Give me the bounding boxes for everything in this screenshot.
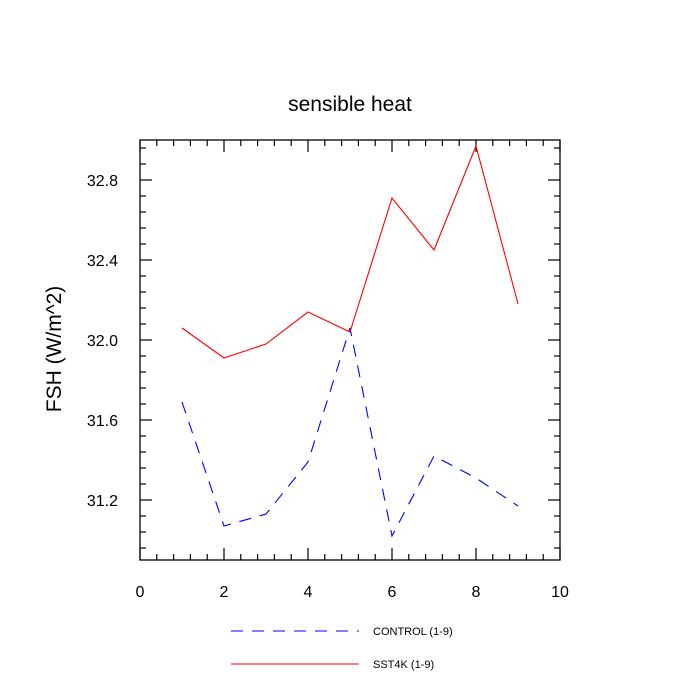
chart-title: sensible heat [288, 93, 412, 116]
x-tick-label: 10 [551, 584, 569, 601]
axis-ticks [139, 140, 561, 560]
plot-frame [139, 139, 561, 561]
y-tick-label: 31.2 [87, 493, 118, 510]
y-tick-label: 32.0 [87, 333, 118, 350]
legend-label: SST4K (1-9) [373, 659, 434, 671]
y-tick-label: 32.4 [87, 253, 118, 270]
x-tick-label: 8 [472, 584, 481, 601]
series-lines [181, 144, 519, 538]
legend: CONTROL (1-9) SST4K (1-9) [231, 626, 453, 671]
x-tick-label: 6 [388, 584, 397, 601]
legend-label: CONTROL (1-9) [373, 626, 453, 638]
y-tick-label: 31.6 [87, 413, 118, 430]
y-tick-label: 32.8 [87, 173, 118, 190]
x-tick-label: 0 [136, 584, 145, 601]
y-axis-label: FSH (W/m^2) [43, 286, 66, 413]
tick-labels: 0 2 4 6 8 10 31.2 31.6 32.0 32.4 32.8 [87, 173, 569, 601]
series-line-sst4k [181, 144, 519, 359]
series-line-control [181, 327, 519, 538]
x-tick-label: 4 [304, 584, 313, 601]
x-tick-label: 2 [220, 584, 229, 601]
